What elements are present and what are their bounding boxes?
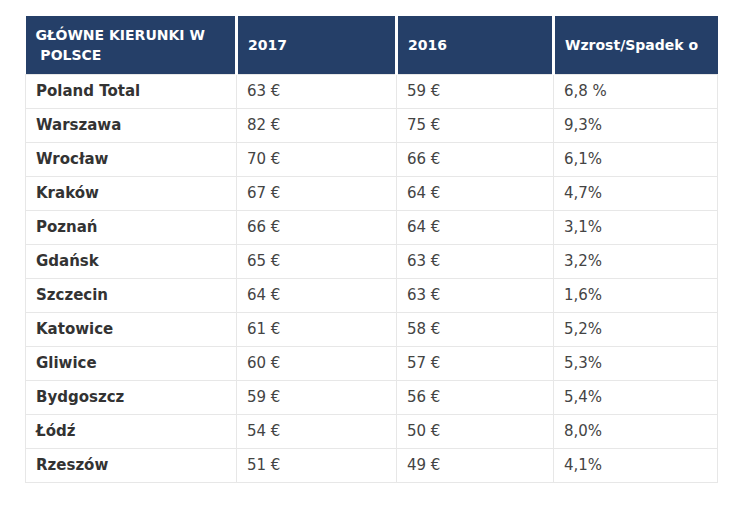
row-value: 5,4%: [554, 381, 718, 415]
table-row: Szczecin64 €63 €1,6%: [26, 279, 718, 313]
row-value: 8,0%: [554, 415, 718, 449]
row-value: 64 €: [397, 177, 554, 211]
row-value: 75 €: [397, 109, 554, 143]
row-value: 63 €: [397, 279, 554, 313]
table-row: Gliwice60 €57 €5,3%: [26, 347, 718, 381]
row-value: 59 €: [237, 381, 397, 415]
table-row: Kraków67 €64 €4,7%: [26, 177, 718, 211]
row-value: 66 €: [237, 211, 397, 245]
row-value: 49 €: [397, 449, 554, 483]
row-label: Łódź: [26, 415, 237, 449]
row-value: 9,3%: [554, 109, 718, 143]
table-row: Łódź54 €50 €8,0%: [26, 415, 718, 449]
row-value: 67 €: [237, 177, 397, 211]
row-label: Szczecin: [26, 279, 237, 313]
row-value: 5,3%: [554, 347, 718, 381]
row-value: 63 €: [397, 245, 554, 279]
row-value: 65 €: [237, 245, 397, 279]
table-row: Katowice61 €58 €5,2%: [26, 313, 718, 347]
row-value: 58 €: [397, 313, 554, 347]
row-value: 57 €: [397, 347, 554, 381]
header-destinations: GŁÓWNE KIERUNKI W POLSCE: [26, 16, 237, 75]
row-value: 1,6%: [554, 279, 718, 313]
row-value: 56 €: [397, 381, 554, 415]
row-value: 63 €: [237, 75, 397, 109]
row-value: 66 €: [397, 143, 554, 177]
row-label: Katowice: [26, 313, 237, 347]
header-row: GŁÓWNE KIERUNKI W POLSCE 2017 2016 Wzros…: [26, 16, 718, 75]
table-row: Warszawa82 €75 €9,3%: [26, 109, 718, 143]
table-row: Wrocław70 €66 €6,1%: [26, 143, 718, 177]
header-2016: 2016: [397, 16, 554, 75]
table-row: Poznań66 €64 €3,1%: [26, 211, 718, 245]
row-value: 50 €: [397, 415, 554, 449]
row-label: Poland Total: [26, 75, 237, 109]
row-value: 70 €: [237, 143, 397, 177]
prices-table: GŁÓWNE KIERUNKI W POLSCE 2017 2016 Wzros…: [25, 16, 718, 483]
row-value: 6,8 %: [554, 75, 718, 109]
row-label: Bydgoszcz: [26, 381, 237, 415]
row-value: 59 €: [397, 75, 554, 109]
row-label: Gdańsk: [26, 245, 237, 279]
row-value: 4,1%: [554, 449, 718, 483]
table-row: Rzeszów51 €49 €4,1%: [26, 449, 718, 483]
row-value: 82 €: [237, 109, 397, 143]
table-row: Gdańsk65 €63 €3,2%: [26, 245, 718, 279]
row-label: Poznań: [26, 211, 237, 245]
row-value: 3,2%: [554, 245, 718, 279]
table-header: GŁÓWNE KIERUNKI W POLSCE 2017 2016 Wzros…: [26, 16, 718, 75]
row-label: Warszawa: [26, 109, 237, 143]
row-value: 61 €: [237, 313, 397, 347]
row-label: Rzeszów: [26, 449, 237, 483]
row-value: 64 €: [237, 279, 397, 313]
table-row: Poland Total63 €59 €6,8 %: [26, 75, 718, 109]
table-row: Bydgoszcz59 €56 €5,4%: [26, 381, 718, 415]
row-value: 6,1%: [554, 143, 718, 177]
row-value: 54 €: [237, 415, 397, 449]
header-2017: 2017: [237, 16, 397, 75]
row-value: 4,7%: [554, 177, 718, 211]
row-label: Gliwice: [26, 347, 237, 381]
row-value: 60 €: [237, 347, 397, 381]
table-body: Poland Total63 €59 €6,8 %Warszawa82 €75 …: [26, 75, 718, 483]
prices-table-container: GŁÓWNE KIERUNKI W POLSCE 2017 2016 Wzros…: [25, 16, 717, 483]
header-change: Wzrost/Spadek o: [554, 16, 718, 75]
row-label: Wrocław: [26, 143, 237, 177]
row-label: Kraków: [26, 177, 237, 211]
row-value: 3,1%: [554, 211, 718, 245]
row-value: 64 €: [397, 211, 554, 245]
row-value: 5,2%: [554, 313, 718, 347]
row-value: 51 €: [237, 449, 397, 483]
